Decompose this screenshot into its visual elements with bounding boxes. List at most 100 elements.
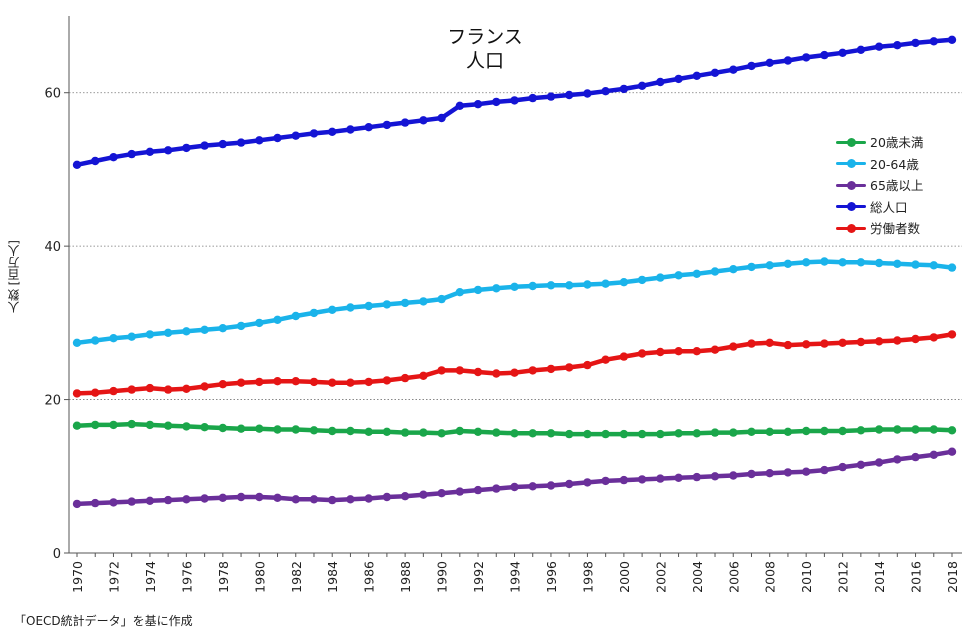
data-point: [309, 426, 319, 435]
data-point: [510, 368, 519, 377]
data-point: [455, 288, 464, 297]
data-point: [255, 424, 264, 433]
data-point: [437, 489, 446, 498]
data-point: [747, 262, 756, 272]
chart-subtitle: 人口: [465, 50, 504, 72]
y-tick-label: 0: [53, 547, 61, 562]
data-point: [200, 141, 209, 150]
data-point: [710, 267, 720, 276]
data-point: [419, 490, 428, 499]
data-point: [656, 77, 665, 87]
data-point: [309, 495, 319, 504]
data-point: [291, 131, 300, 140]
data-point: [382, 300, 392, 309]
x-tick-label: 1984: [325, 561, 340, 593]
data-point: [309, 377, 319, 387]
series: [72, 35, 957, 169]
legend: 20歳未満 20-64歳 65歳以上 総人口 労働者数: [834, 131, 923, 239]
legend-item: 65歳以上: [834, 174, 923, 196]
data-point: [510, 282, 519, 291]
x-tick-labels: 1970 1972 1974 1976 1978 1980 1982 1984 1986 1988…: [70, 561, 960, 593]
x-tick-label: 1974: [143, 561, 158, 593]
data-point: [874, 42, 884, 51]
data-point: [893, 336, 902, 345]
data-point: [565, 479, 574, 489]
data-point: [127, 149, 136, 159]
data-point: [145, 420, 155, 430]
y-tick-labels: 0 20 40 60: [44, 87, 61, 562]
data-point: [182, 384, 191, 393]
data-point: [692, 71, 701, 81]
data-point: [893, 425, 902, 434]
x-tick-label: 2006: [726, 561, 741, 593]
x-tick-label: 1992: [471, 561, 486, 593]
data-point: [802, 340, 811, 349]
data-point: [510, 96, 519, 105]
data-point: [364, 377, 373, 387]
data-point: [145, 383, 155, 393]
x-tick-label: 2004: [690, 561, 705, 593]
data-point: [692, 269, 701, 278]
data-point: [656, 429, 665, 439]
data-point: [400, 373, 410, 383]
data-point: [929, 333, 938, 342]
data-point: [200, 325, 209, 334]
data-point: [838, 48, 847, 57]
data-point: [911, 38, 920, 48]
data-point: [255, 492, 264, 502]
data-point: [91, 420, 100, 430]
data-point: [710, 472, 720, 481]
data-point: [637, 349, 647, 358]
data-point: [419, 371, 428, 380]
data-point: [583, 89, 592, 98]
data-point: [364, 427, 373, 436]
data-point: [947, 263, 957, 272]
data-point: [364, 494, 373, 503]
data-point: [692, 472, 701, 482]
data-point: [163, 385, 173, 394]
x-tick-label: 2000: [617, 561, 632, 593]
x-tick-label: 1970: [70, 561, 85, 593]
data-point: [273, 133, 282, 143]
legend-label: 20歳未満: [870, 135, 924, 151]
data-point: [692, 429, 701, 438]
data-point: [528, 93, 537, 103]
data-point: [163, 495, 173, 505]
data-point: [218, 423, 227, 433]
data-point: [510, 482, 519, 492]
data-point: [565, 281, 574, 290]
data-point: [619, 278, 629, 287]
data-point: [601, 87, 610, 96]
data-point: [309, 308, 319, 318]
data-point: [692, 347, 701, 356]
data-point: [218, 324, 227, 333]
data-point: [182, 495, 191, 504]
data-point: [583, 280, 592, 289]
data-point: [346, 303, 355, 312]
data-point: [72, 160, 82, 169]
data-point: [747, 469, 756, 479]
legend-label: 労働者数: [870, 221, 921, 237]
data-point: [437, 366, 446, 375]
data-point: [127, 497, 136, 506]
data-point: [874, 258, 884, 268]
data-point: [346, 495, 355, 504]
x-tick-label: 2008: [763, 561, 778, 593]
x-tick-label: 1986: [362, 561, 377, 593]
data-point: [510, 429, 519, 438]
data-point: [364, 123, 373, 132]
x-tick-label: 1982: [289, 561, 304, 593]
data-point: [291, 425, 300, 434]
legend-item: 総人口: [834, 196, 923, 218]
data-point: [473, 100, 483, 109]
data-point: [291, 377, 300, 386]
data-point: [145, 330, 155, 339]
data-point: [565, 363, 574, 372]
data-point: [710, 428, 720, 437]
data-point: [656, 273, 665, 282]
data-point: [346, 125, 355, 134]
data-point: [765, 338, 774, 347]
gridlines: [69, 92, 962, 400]
data-point: [656, 474, 665, 483]
